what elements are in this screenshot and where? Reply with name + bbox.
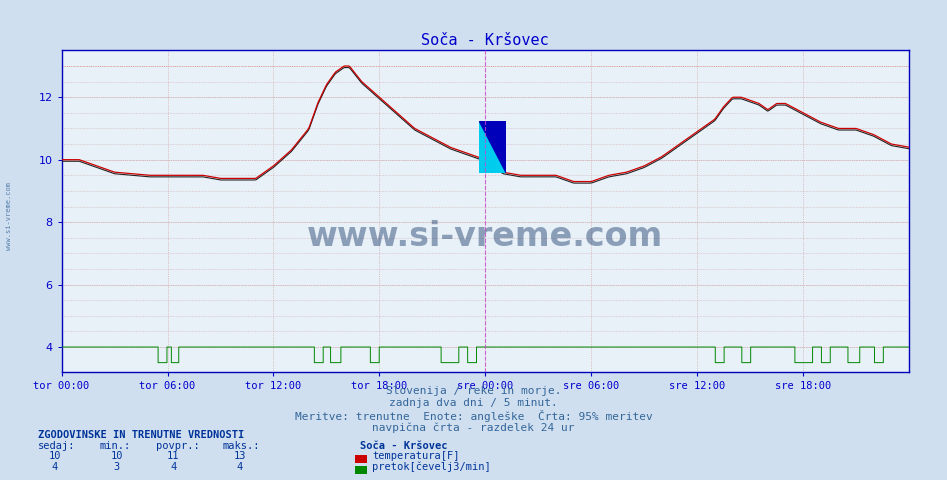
- Text: pretok[čevelj3/min]: pretok[čevelj3/min]: [372, 462, 491, 472]
- Text: Slovenija / reke in morje.: Slovenija / reke in morje.: [385, 386, 562, 396]
- Text: www.si-vreme.com: www.si-vreme.com: [307, 220, 664, 253]
- Text: 4: 4: [52, 462, 58, 472]
- Text: 13: 13: [233, 451, 246, 461]
- Text: navpična črta - razdelek 24 ur: navpična črta - razdelek 24 ur: [372, 422, 575, 433]
- Title: Soča - Kršovec: Soča - Kršovec: [421, 33, 549, 48]
- Text: 11: 11: [167, 451, 180, 461]
- Text: zadnja dva dni / 5 minut.: zadnja dva dni / 5 minut.: [389, 398, 558, 408]
- Text: 10: 10: [48, 451, 62, 461]
- Text: ZGODOVINSKE IN TRENUTNE VREDNOSTI: ZGODOVINSKE IN TRENUTNE VREDNOSTI: [38, 430, 244, 440]
- Text: 4: 4: [170, 462, 176, 472]
- Text: 10: 10: [110, 451, 123, 461]
- Text: www.si-vreme.com: www.si-vreme.com: [7, 182, 12, 250]
- Text: 4: 4: [237, 462, 242, 472]
- Text: Meritve: trenutne  Enote: angleške  Črta: 95% meritev: Meritve: trenutne Enote: angleške Črta: …: [295, 410, 652, 422]
- Text: min.:: min.:: [99, 441, 131, 451]
- Text: maks.:: maks.:: [223, 441, 260, 451]
- Text: povpr.:: povpr.:: [156, 441, 200, 451]
- Text: sedaj:: sedaj:: [38, 441, 76, 451]
- Text: Soča - Kršovec: Soča - Kršovec: [360, 441, 447, 451]
- Text: 3: 3: [114, 462, 119, 472]
- Text: temperatura[F]: temperatura[F]: [372, 451, 459, 461]
